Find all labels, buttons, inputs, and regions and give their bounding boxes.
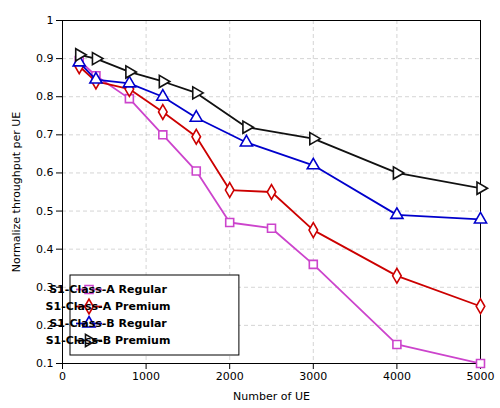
svg-text:0.9: 0.9 (36, 52, 54, 65)
svg-text:S1-Class-B Premium: S1-Class-B Premium (46, 334, 171, 347)
svg-text:5000: 5000 (467, 370, 495, 383)
svg-text:0.4: 0.4 (36, 243, 54, 256)
svg-text:0: 0 (59, 370, 66, 383)
svg-text:0.8: 0.8 (36, 90, 54, 103)
svg-text:3000: 3000 (299, 370, 327, 383)
svg-text:2000: 2000 (216, 370, 244, 383)
svg-text:0.3: 0.3 (36, 280, 54, 294)
svg-text:0.5: 0.5 (36, 205, 54, 218)
svg-text:S1-Class-A Premium: S1-Class-A Premium (46, 300, 171, 313)
svg-text:4000: 4000 (383, 370, 411, 383)
svg-text:0.2: 0.2 (36, 318, 54, 332)
svg-text:0.7: 0.7 (36, 128, 54, 141)
svg-text:Normalize throughput per UE: Normalize throughput per UE (10, 112, 23, 273)
svg-text:1: 1 (47, 14, 54, 27)
svg-text:0.6: 0.6 (36, 166, 54, 179)
svg-text:Number of UE: Number of UE (233, 390, 310, 403)
svg-text:1000: 1000 (132, 370, 160, 383)
svg-text:S1-Class-B Regular: S1-Class-B Regular (49, 317, 167, 330)
svg-text:S1-Class-A Regular: S1-Class-A Regular (49, 283, 167, 296)
svg-text:0.1: 0.1 (36, 357, 54, 370)
